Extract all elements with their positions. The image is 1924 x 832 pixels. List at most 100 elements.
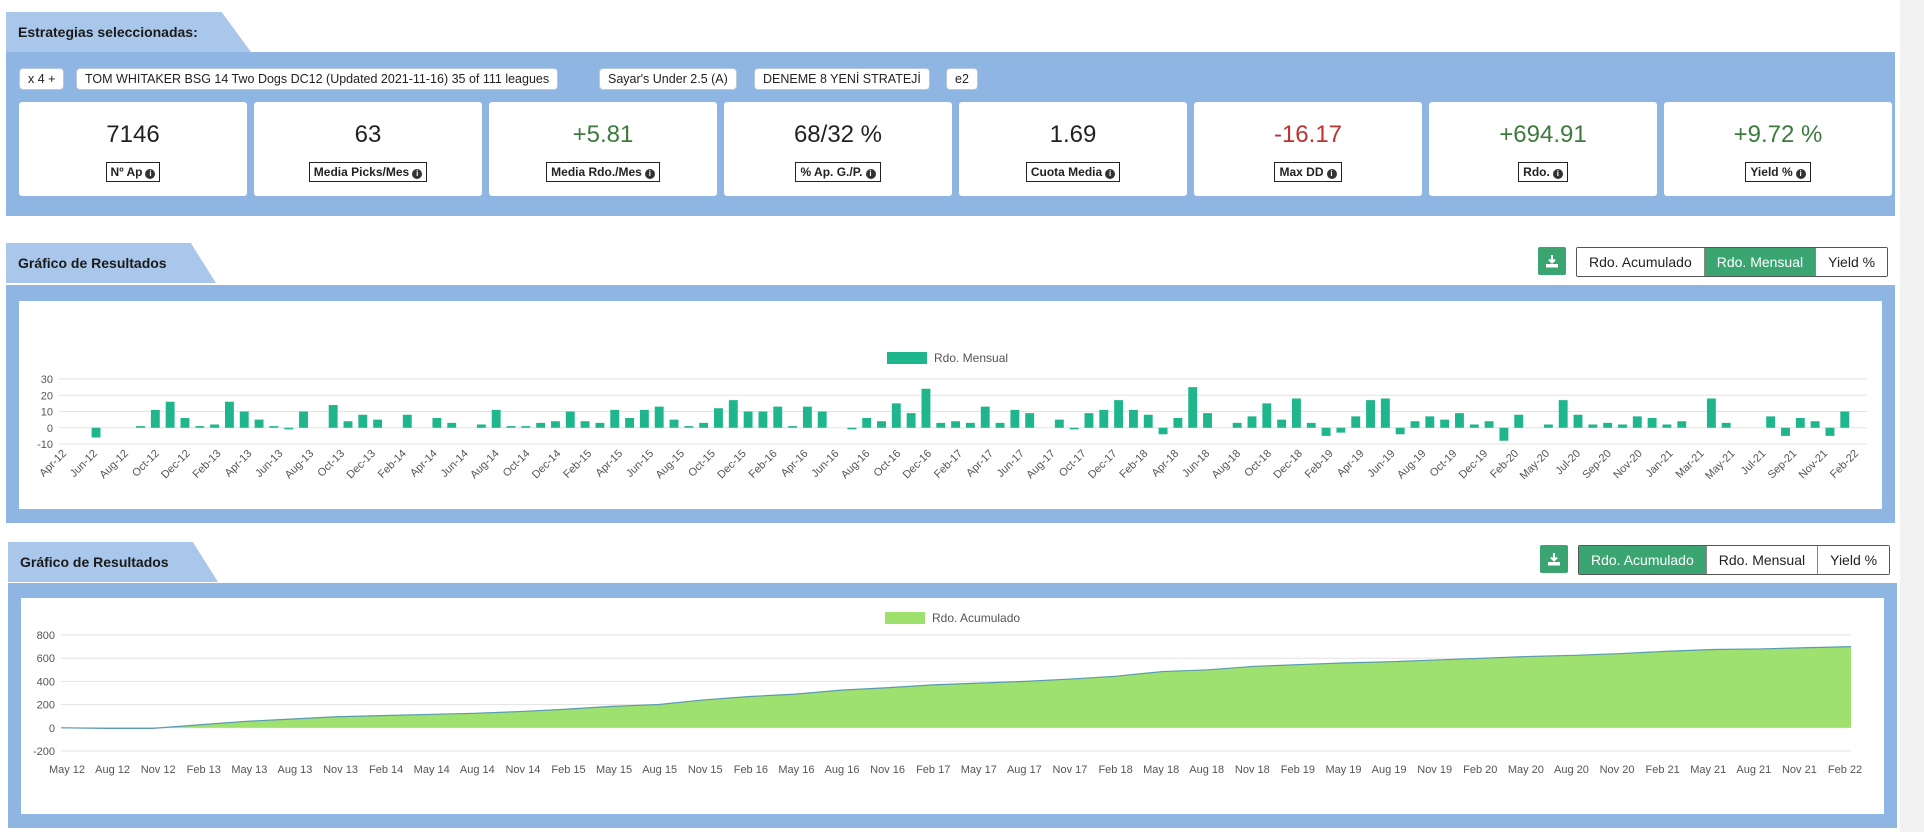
bar xyxy=(1425,416,1435,428)
bar xyxy=(1706,398,1716,428)
bar xyxy=(1840,411,1850,428)
x-tick-label: Apr-16 xyxy=(779,448,811,480)
bar xyxy=(1647,418,1657,428)
x-tick-label: Aug 17 xyxy=(1007,764,1042,776)
x-tick-label: Jan-21 xyxy=(1643,448,1675,480)
info-icon[interactable]: i xyxy=(145,169,156,179)
bar xyxy=(224,401,234,428)
stat-max-dd: -16.17 Max DD i xyxy=(1194,102,1422,196)
bar xyxy=(1173,418,1183,428)
btn-yield[interactable]: Yield % xyxy=(1815,248,1888,276)
bar xyxy=(1262,403,1272,428)
strategy-pill-3[interactable]: Sayar's Under 2.5 (A) xyxy=(599,68,737,90)
y-tick-label: 20 xyxy=(41,390,53,402)
bar xyxy=(1484,421,1494,428)
x-tick-label: Feb 19 xyxy=(1281,764,1315,776)
bar xyxy=(817,411,827,428)
stat-label-text: Max DD xyxy=(1279,165,1324,179)
cumulative-section-title: Gráfico de Resultados xyxy=(8,542,218,582)
x-tick-label: Nov 20 xyxy=(1600,764,1635,776)
x-tick-label: Nov 15 xyxy=(688,764,723,776)
x-tick-label: Jun-14 xyxy=(439,448,471,480)
bar xyxy=(625,418,635,428)
stat-label[interactable]: Rdo. i xyxy=(1518,162,1568,182)
stat-value: +9.72 % xyxy=(1733,121,1823,148)
x-tick-label: Apr-19 xyxy=(1335,448,1367,480)
x-tick-label: Feb 18 xyxy=(1098,764,1132,776)
stat-label-text: % Ap. G./P. xyxy=(800,165,863,179)
x-tick-label: Apr-13 xyxy=(223,448,255,480)
x-tick-label: Jul-21 xyxy=(1739,448,1769,478)
bar xyxy=(1010,409,1020,428)
x-tick-label: Oct-13 xyxy=(315,448,347,480)
download-button[interactable] xyxy=(1538,247,1566,275)
x-tick-label: Feb 14 xyxy=(369,764,403,776)
stat-label-text: Yield % xyxy=(1750,165,1793,179)
info-icon[interactable]: i xyxy=(412,169,423,179)
bar xyxy=(91,427,101,438)
bar xyxy=(995,422,1005,428)
download-button[interactable] xyxy=(1540,545,1568,573)
strategy-pill-5[interactable]: e2 xyxy=(946,68,978,90)
area-line xyxy=(60,646,1852,729)
x-tick-label: Aug-18 xyxy=(1210,448,1244,482)
stat-media-picks: 63 Media Picks/Mes i xyxy=(254,102,482,196)
btn-rdo-mensual[interactable]: Rdo. Mensual xyxy=(1705,546,1818,574)
info-icon[interactable]: i xyxy=(1795,169,1806,179)
x-tick-label: Feb-13 xyxy=(190,448,223,481)
legend-swatch xyxy=(887,352,927,364)
stat-label-text: Cuota Media xyxy=(1030,165,1103,179)
bar xyxy=(506,426,516,428)
stat-value: 68/32 % xyxy=(793,121,883,148)
bar xyxy=(358,414,368,428)
btn-rdo-mensual[interactable]: Rdo. Mensual xyxy=(1703,248,1816,276)
stat-label[interactable]: Media Picks/Mes i xyxy=(308,162,428,182)
x-tick-label: Apr-18 xyxy=(1150,448,1182,480)
bar xyxy=(1321,427,1331,436)
bar xyxy=(639,409,649,428)
bar xyxy=(1632,416,1642,428)
info-icon[interactable]: i xyxy=(644,169,655,179)
stat-value: 1.69 xyxy=(1049,121,1097,148)
x-tick-label: Nov 14 xyxy=(505,764,540,776)
btn-rdo-acumulado[interactable]: Rdo. Acumulado xyxy=(1579,546,1706,574)
btn-rdo-acumulado[interactable]: Rdo. Acumulado xyxy=(1577,248,1704,276)
bar xyxy=(1810,421,1820,428)
stat-value: +694.91 xyxy=(1499,121,1587,148)
strategy-pill-2[interactable]: TOM WHITAKER BSG 14 Two Dogs DC12 (Updat… xyxy=(76,68,559,90)
stat-label[interactable]: Yield % i xyxy=(1745,162,1811,182)
x-tick-label: Feb 16 xyxy=(734,764,768,776)
stat-label-text: Media Picks/Mes xyxy=(313,165,410,179)
bar xyxy=(1054,419,1064,428)
stat-label[interactable]: Media Rdo./Mes i xyxy=(546,162,660,182)
info-icon[interactable]: i xyxy=(1552,169,1563,179)
x-tick-label: Dec-13 xyxy=(345,448,379,482)
bar xyxy=(447,422,457,428)
info-icon[interactable]: i xyxy=(1326,169,1337,179)
legend-label: Rdo. Acumulado xyxy=(932,611,1020,625)
bar xyxy=(1291,398,1301,428)
info-icon[interactable]: i xyxy=(1105,169,1116,179)
info-icon[interactable]: i xyxy=(865,169,876,179)
x-tick-label: Dec-16 xyxy=(901,448,935,482)
x-tick-label: Jun-18 xyxy=(1180,448,1212,480)
stat-label[interactable]: Nº Ap i xyxy=(105,162,161,182)
cumulative-chart-box: Rdo. Acumulado 800 600 400 200 0 -200 May 12 Aug… xyxy=(21,598,1884,814)
cumulative-view-toggle: Rdo. Acumulado Rdo. Mensual Yield % xyxy=(1578,545,1891,575)
strategy-pill-4[interactable]: DENEME 8 YENİ STRATEJİ xyxy=(754,68,930,90)
bar xyxy=(802,406,812,428)
x-tick-label: Aug 18 xyxy=(1189,764,1224,776)
bar xyxy=(299,411,308,428)
bar xyxy=(862,418,872,428)
stat-cuota-media: 1.69 Cuota Media i xyxy=(959,102,1187,196)
page-scrollbar[interactable] xyxy=(1900,0,1924,832)
stat-label[interactable]: Cuota Media i xyxy=(1025,162,1121,182)
strategy-pill-1[interactable]: x 4 + xyxy=(19,68,65,90)
stat-label[interactable]: Max DD i xyxy=(1274,162,1342,182)
stat-label[interactable]: % Ap. G./P. i xyxy=(795,162,881,182)
x-tick-label: Feb-17 xyxy=(932,448,965,481)
x-tick-label: Aug 20 xyxy=(1554,764,1589,776)
x-tick-label: Nov 19 xyxy=(1417,764,1452,776)
stat-value: -16.17 xyxy=(1273,121,1343,148)
btn-yield[interactable]: Yield % xyxy=(1817,546,1890,574)
